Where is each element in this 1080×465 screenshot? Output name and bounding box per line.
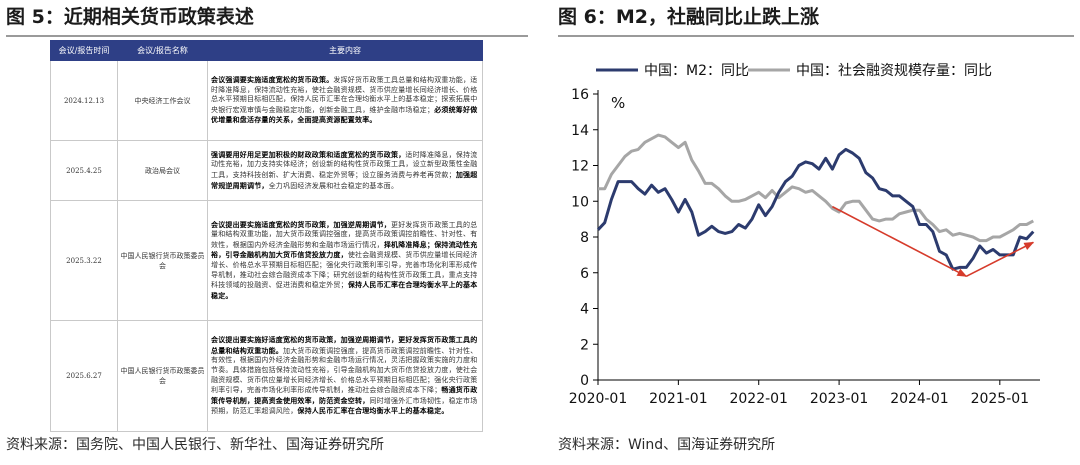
y-tick-label: 10 xyxy=(571,194,589,210)
legend-label: 中国：M2：同比 xyxy=(644,63,749,79)
row-meeting-name: 中央经济工作会议 xyxy=(117,60,208,141)
content-segment: 适时降准降息，保持流动性充裕，加力支持实体经济；创设新的结构性货币政策工具，设立… xyxy=(211,150,478,179)
y-tick-label: 12 xyxy=(571,159,589,175)
row-date: 2025.4.25 xyxy=(50,140,118,201)
figure-5-source: 资料来源：国务院、中国人民银行、新华社、国海证券研究所 xyxy=(6,437,384,453)
row-date: 2025.6.27 xyxy=(50,320,118,432)
row-content: 强调要用好用足更加积极的财政政策和适度宽松的货币政策，适时降准降息，保持流动性充… xyxy=(207,140,483,201)
row-content: 会议强调要实施适度宽松的货币政策。发挥好货币政策工具总量和结构双重功能，适时降准… xyxy=(207,60,483,141)
figure-5-title: 图 5：近期相关货币政策表述 xyxy=(6,6,254,28)
content-highlight-segment: 畅通货币政策传导机制，提高资金使用效率，防范资金空转， xyxy=(211,385,478,405)
row-meeting-name: 中国人民银行货币政策委员会 xyxy=(117,200,208,321)
content-segment: 加大货币政策调控强度，提高货币政策调控前瞻性、针对性、有效性，根据国内外经济金融… xyxy=(211,346,478,395)
row-meeting-name: 政治局会议 xyxy=(117,140,208,201)
content-segment: 发挥好货币政策工具总量和结构双重功能，适时降准降息，保持流动性充裕，使社会融资规… xyxy=(211,76,478,114)
content-segment: 同时增强外汇市场韧性，稳定市场预期，防范汇率超调风险， xyxy=(211,396,478,416)
content-highlight-segment: 会议提出要实施好适度宽松的货币政策，加强逆周期调节，更好发挥货币政策工具的总量和… xyxy=(211,335,478,355)
content-highlight-segment: 会议强调要实施适度宽松的货币政策。 xyxy=(211,75,334,85)
content-highlight-segment: 必须统筹好做优增量和盘活存量的关系，全面提高资源配置效率。 xyxy=(211,104,478,125)
x-tick-label: 2023-01 xyxy=(810,391,869,407)
x-tick-label: 2025-01 xyxy=(971,391,1029,407)
y-tick-label: 4 xyxy=(580,302,589,318)
content-segment: 更好发挥货币政策工具的总量和结构双重功能，加大货币政策调控强度，提高货币政策调控… xyxy=(211,220,478,249)
trend-arrow xyxy=(832,205,968,278)
y-tick-label: 14 xyxy=(571,123,589,139)
content-highlight-segment: 保持人民币汇率在合理均衡水平上的基本稳定。 xyxy=(297,406,449,416)
content-highlight-segment: 保持人民币汇率在合理均衡水平上的基本稳定。 xyxy=(211,280,478,300)
table-row: 2025.6.27 中国人民银行货币政策委员会 会议提出要实施好适度宽松的货币政… xyxy=(50,320,483,432)
row-meeting-name: 中国人民银行货币政策委员会 xyxy=(117,320,208,432)
policy-table: 会议/报告时间 会议/报告名称 主要内容 2024.12.13 中央经济工作会议… xyxy=(50,40,483,432)
y-tick-label: 16 xyxy=(571,87,589,103)
figure-6-source: 资料来源：Wind、国海证券研究所 xyxy=(558,437,776,453)
content-highlight-segment: 强调要用好用足更加积极的财政政策和适度宽松的货币政策， xyxy=(211,149,406,159)
header-main-content: 主要内容 xyxy=(207,40,483,61)
title-divider xyxy=(558,35,1074,37)
row-content: 会议提出要实施适度宽松的货币政策，加强逆周期调节，更好发挥货币政策工具的总量和结… xyxy=(207,200,483,321)
content-highlight-segment: 会议提出要实施适度宽松的货币政策，加强逆周期调节， xyxy=(211,219,391,229)
y-tick-label: 6 xyxy=(580,266,589,282)
content-highlight-segment: 加强超常规逆周期调节， xyxy=(211,170,478,190)
table-row: 2025.3.22 中国人民银行货币政策委员会 会议提出要实施适度宽松的货币政策… xyxy=(50,200,483,321)
tsf-stock-yoy-line xyxy=(598,133,1035,243)
content-highlight-segment: 择机降准降息；保持流动性充裕，引导金融机构加大货币信贷投放力度， xyxy=(211,239,478,260)
y-unit-label: % xyxy=(611,94,625,112)
title-divider xyxy=(6,35,528,37)
header-meeting-name: 会议/报告名称 xyxy=(117,40,208,61)
x-tick-label: 2022-01 xyxy=(729,391,788,407)
figure-6-title: 图 6：M2，社融同比止跌上涨 xyxy=(558,6,819,28)
y-tick-label: 8 xyxy=(580,230,589,246)
table-row: 2024.12.13 中央经济工作会议 会议强调要实施适度宽松的货币政策。发挥好… xyxy=(50,60,483,141)
content-segment: 使社会融资规模、货币供应量增长同经济增长、价格总水平预期目标相匹配；强化央行政策… xyxy=(211,251,478,290)
table-row: 2025.4.25 政治局会议 强调要用好用足更加积极的财政政策和适度宽松的货币… xyxy=(50,140,483,201)
table-header-row: 会议/报告时间 会议/报告名称 主要内容 xyxy=(50,40,483,61)
y-tick-label: 0 xyxy=(580,373,589,389)
m2-tsf-line-chart: 0 2 4 6 8 10 12 14 16 % 2020-01 2021-01 2022-01 2023-… xyxy=(569,63,1040,407)
x-tick-label: 2024-01 xyxy=(890,391,949,407)
header-date: 会议/报告时间 xyxy=(50,40,118,61)
y-tick-label: 2 xyxy=(580,337,589,353)
legend-label: 中国：社会融资规模存量：同比 xyxy=(796,63,992,79)
row-date: 2024.12.13 xyxy=(50,60,118,141)
content-segment: 全力巩固经济发展和社会稳定的基本面。 xyxy=(268,181,399,190)
m2-yoy-line xyxy=(596,147,1035,271)
x-tick-label: 2020-01 xyxy=(569,391,628,407)
trend-arrow xyxy=(965,241,1035,278)
x-tick-label: 2021-01 xyxy=(649,391,708,407)
row-date: 2025.3.22 xyxy=(50,200,118,321)
row-content: 会议提出要实施好适度宽松的货币政策，加强逆周期调节，更好发挥货币政策工具的总量和… xyxy=(207,320,483,432)
